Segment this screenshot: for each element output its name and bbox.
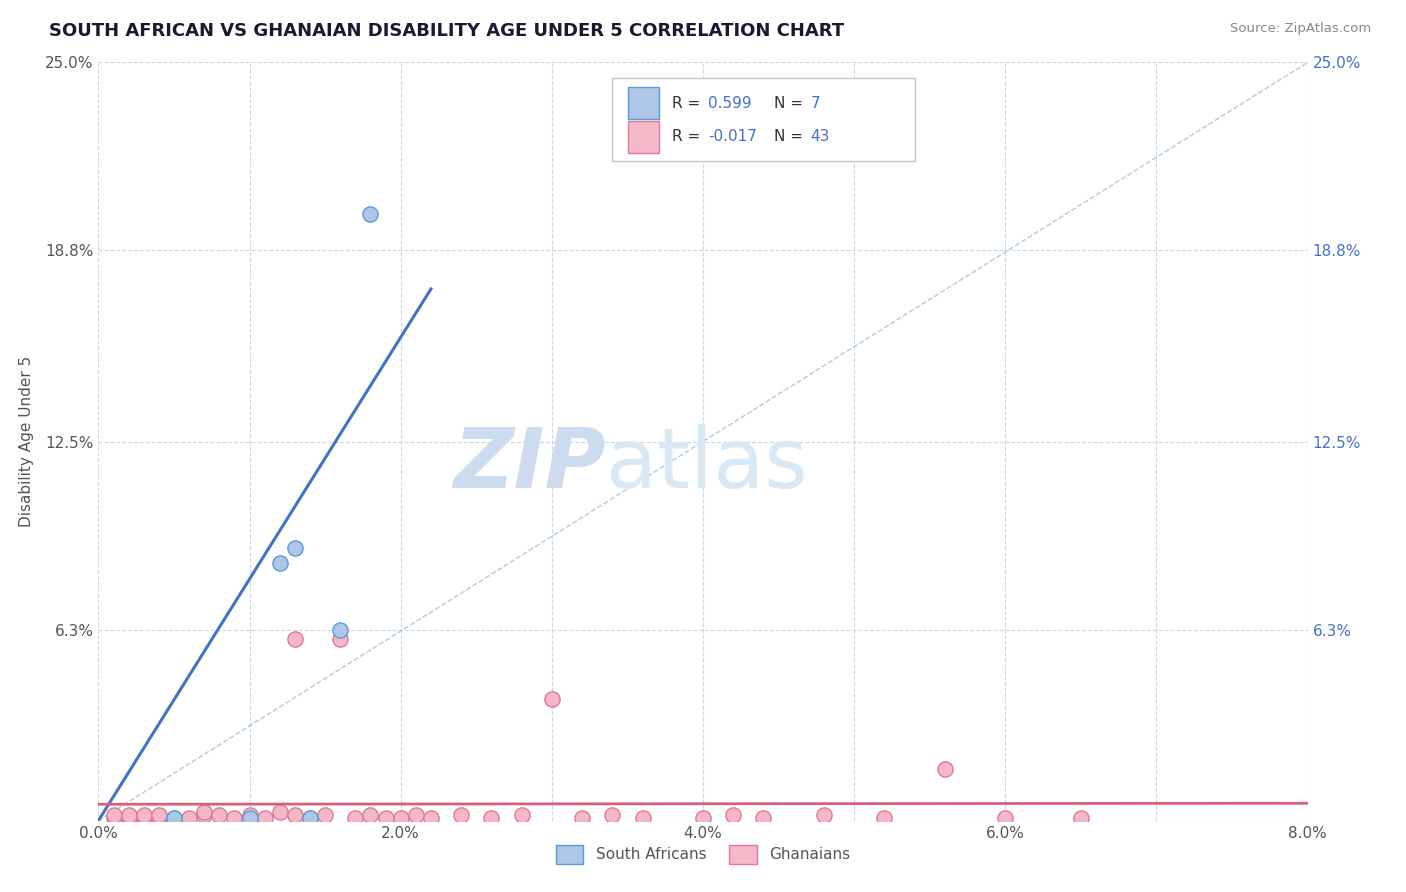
Ghanaians [1070, 811, 1092, 825]
Ghanaians [510, 807, 533, 822]
Ghanaians [148, 811, 170, 825]
Ghanaians [540, 692, 562, 706]
Ghanaians [873, 811, 896, 825]
Text: R =: R = [672, 95, 704, 111]
FancyBboxPatch shape [628, 120, 659, 153]
Ghanaians [752, 811, 775, 825]
South Africans [299, 811, 322, 825]
Ghanaians [420, 811, 443, 825]
Text: 7: 7 [811, 95, 820, 111]
Ghanaians [299, 811, 322, 825]
Ghanaians [405, 807, 427, 822]
Ghanaians [118, 811, 141, 825]
Ghanaians [253, 811, 276, 825]
Ghanaians [132, 807, 155, 822]
Ghanaians [934, 762, 956, 776]
Ghanaians [193, 805, 215, 819]
Ghanaians [269, 805, 291, 819]
Ghanaians [374, 811, 396, 825]
South Africans [329, 623, 352, 637]
Ghanaians [208, 807, 231, 822]
FancyBboxPatch shape [628, 87, 659, 120]
Ghanaians [389, 811, 412, 825]
Ghanaians [692, 811, 714, 825]
Ghanaians [239, 807, 262, 822]
Text: R =: R = [672, 129, 704, 145]
Text: 0.599: 0.599 [707, 95, 751, 111]
Ghanaians [193, 807, 215, 822]
South Africans [163, 811, 186, 825]
Ghanaians [360, 807, 382, 822]
Text: atlas: atlas [606, 424, 808, 505]
South Africans [360, 207, 382, 221]
FancyBboxPatch shape [613, 78, 915, 161]
Ghanaians [994, 811, 1017, 825]
South Africans [284, 541, 307, 555]
Ghanaians [450, 807, 472, 822]
Ghanaians [631, 811, 654, 825]
Ghanaians [284, 807, 307, 822]
Text: Source: ZipAtlas.com: Source: ZipAtlas.com [1230, 22, 1371, 36]
Ghanaians [179, 811, 201, 825]
Ghanaians [602, 807, 624, 822]
Text: SOUTH AFRICAN VS GHANAIAN DISABILITY AGE UNDER 5 CORRELATION CHART: SOUTH AFRICAN VS GHANAIAN DISABILITY AGE… [49, 22, 845, 40]
Ghanaians [571, 811, 593, 825]
South Africans [239, 811, 262, 825]
Ghanaians [284, 632, 307, 646]
Ghanaians [344, 811, 367, 825]
Text: ZIP: ZIP [454, 424, 606, 505]
Ghanaians [224, 811, 246, 825]
Legend: South Africans, Ghanaians: South Africans, Ghanaians [550, 839, 856, 870]
Text: 43: 43 [811, 129, 830, 145]
Y-axis label: Disability Age Under 5: Disability Age Under 5 [20, 356, 34, 527]
Ghanaians [148, 807, 170, 822]
Text: N =: N = [775, 129, 808, 145]
Ghanaians [481, 811, 503, 825]
Ghanaians [723, 807, 745, 822]
Text: -0.017: -0.017 [707, 129, 756, 145]
Text: N =: N = [775, 95, 808, 111]
Ghanaians [103, 807, 125, 822]
Ghanaians [813, 807, 835, 822]
Ghanaians [103, 811, 125, 825]
Ghanaians [329, 632, 352, 646]
Ghanaians [132, 811, 155, 825]
Ghanaians [314, 807, 336, 822]
South Africans [269, 556, 291, 570]
Ghanaians [118, 807, 141, 822]
Ghanaians [163, 811, 186, 825]
